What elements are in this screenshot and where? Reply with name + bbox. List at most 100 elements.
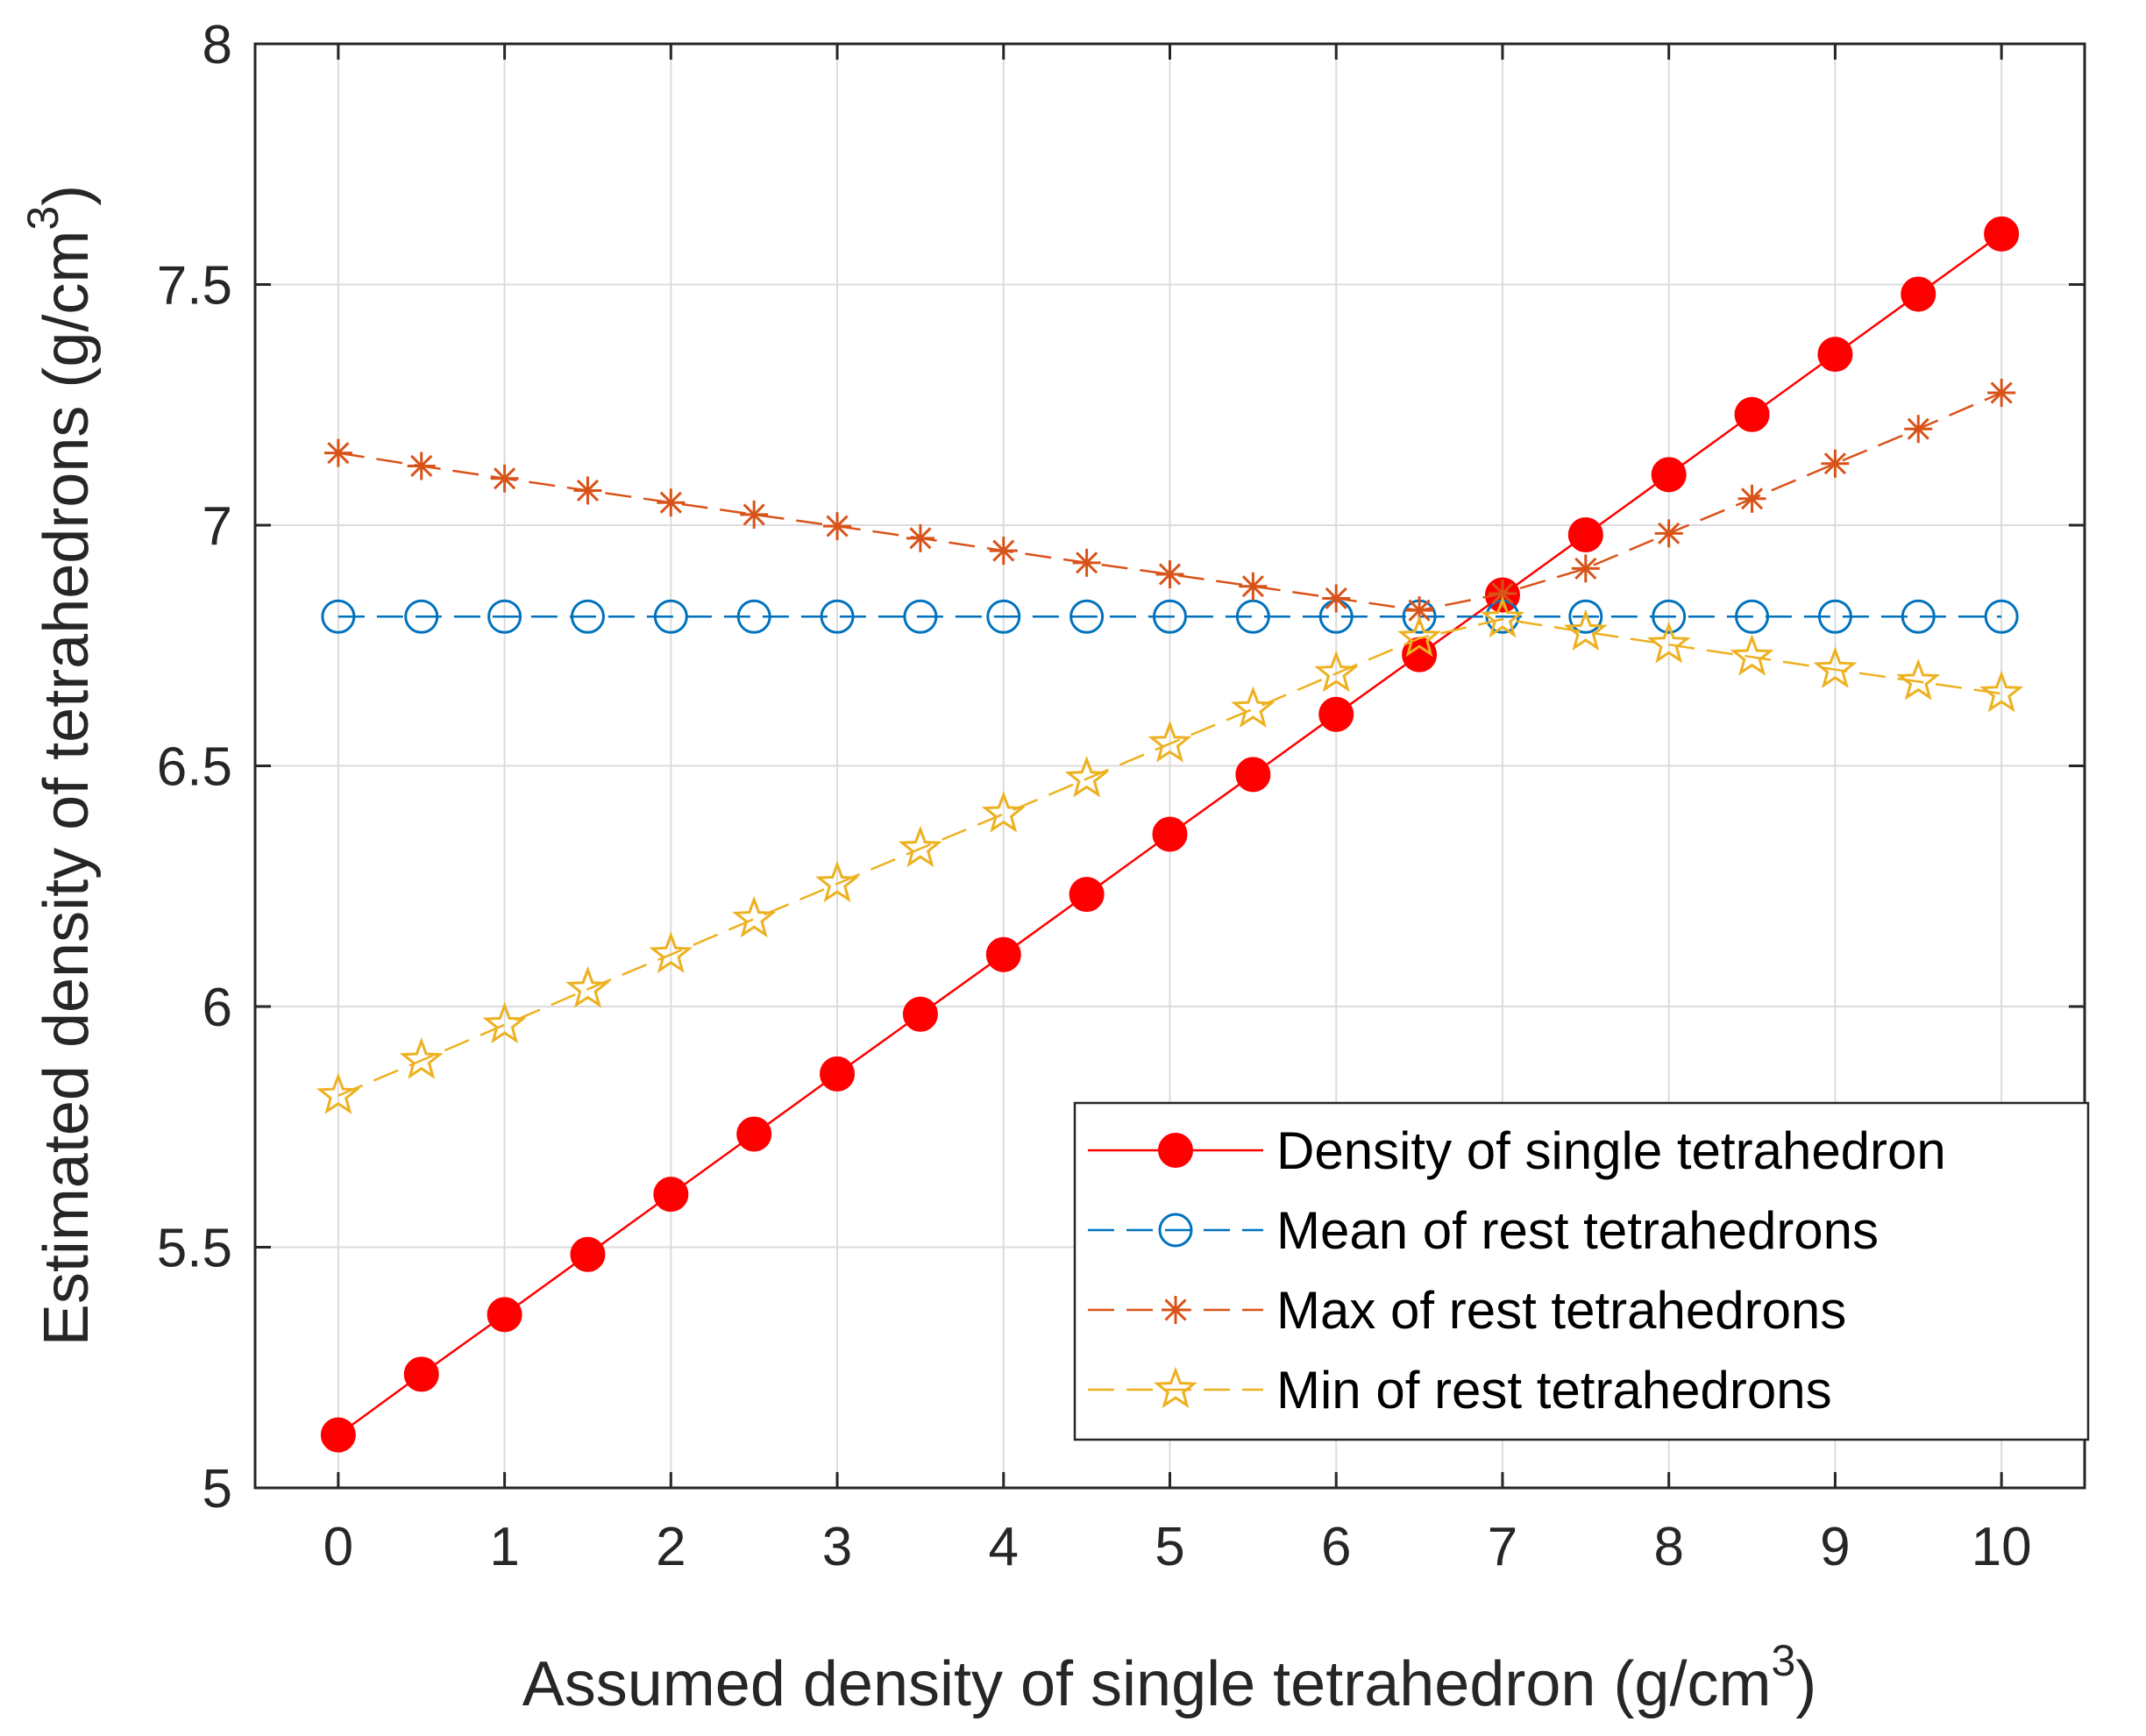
- data-point: [1813, 646, 1858, 688]
- data-point: [1901, 276, 1936, 312]
- x-tick-label: 10: [1972, 1517, 2032, 1577]
- data-point: [1817, 337, 1853, 373]
- legend-box: [1073, 1101, 2090, 1441]
- data-point: [407, 452, 436, 480]
- x-tick-label: 7: [1488, 1517, 1517, 1577]
- axis-ticks: 0 1 2 3 4 5 6 7 8 9 10 5 5.5 6 6.5 7 7.5 8: [157, 15, 2085, 1577]
- y-tick-label: 5: [203, 1459, 232, 1519]
- x-axis-label-superscript: 3: [1771, 1636, 1795, 1685]
- data-point: [1730, 634, 1774, 676]
- data-point: [1155, 559, 1184, 588]
- data-point: [1979, 670, 2024, 713]
- data-point: [487, 1297, 522, 1333]
- x-axis-label: Assumed density of single tetrahedron (g…: [522, 1636, 1817, 1719]
- data-point: [736, 1116, 772, 1152]
- data-point: [1148, 720, 1192, 763]
- data-point: [1318, 696, 1354, 732]
- data-point: [653, 1177, 689, 1213]
- data-point: [1654, 519, 1683, 548]
- data-point: [565, 965, 610, 1008]
- data-point: [320, 1417, 356, 1453]
- data-point: [487, 599, 522, 634]
- y-tick-label: 6: [203, 978, 232, 1038]
- legend-entry-2: Mean of rest tetrahedrons: [1088, 1201, 1879, 1260]
- data-point: [1153, 599, 1187, 634]
- legend-entry-1: Density of single tetrahedron: [1088, 1121, 1946, 1180]
- x-tick-label: 2: [656, 1517, 686, 1577]
- data-point: [1567, 516, 1603, 552]
- data-point: [321, 599, 356, 634]
- data-point: [403, 1356, 439, 1392]
- legend-marker: [1158, 1133, 1193, 1168]
- data-point: [404, 599, 439, 634]
- series-1: [320, 216, 2020, 1453]
- data-point: [1235, 599, 1270, 634]
- data-point: [1571, 554, 1600, 583]
- data-point: [653, 599, 688, 634]
- data-point: [1646, 621, 1691, 664]
- legend-label: Density of single tetrahedron: [1276, 1121, 1946, 1180]
- data-point: [1568, 599, 1603, 634]
- data-point: [981, 791, 1026, 833]
- data-point: [740, 500, 769, 529]
- data-point: [323, 438, 352, 467]
- data-point: [902, 996, 938, 1032]
- data-point: [1322, 584, 1351, 613]
- data-point: [985, 936, 1021, 972]
- data-point: [1987, 379, 2016, 408]
- data-point: [820, 599, 855, 634]
- data-point: [1231, 686, 1276, 728]
- data-point: [490, 464, 519, 493]
- data-point: [573, 476, 602, 505]
- data-point: [570, 599, 605, 634]
- series-layer: [316, 216, 2024, 1453]
- data-point: [1397, 615, 1442, 658]
- series-line: [338, 391, 2002, 612]
- data-point: [1737, 484, 1766, 513]
- legend-marker: [1154, 1366, 1197, 1409]
- y-axis-label-superscript: 3: [18, 206, 68, 231]
- data-point: [986, 599, 1021, 634]
- data-point: [1652, 599, 1687, 634]
- x-axis-label-close: ): [1795, 1649, 1816, 1719]
- y-tick-label: 5.5: [157, 1219, 232, 1279]
- y-tick-label: 7: [203, 496, 232, 557]
- data-point: [1314, 650, 1359, 693]
- data-point: [316, 1072, 360, 1114]
- data-point: [1735, 599, 1770, 634]
- data-point: [815, 860, 860, 903]
- data-point: [736, 599, 771, 634]
- data-point: [1069, 599, 1105, 634]
- data-point: [1901, 599, 1936, 634]
- data-point: [657, 488, 686, 517]
- series-line: [338, 617, 2002, 1097]
- y-tick-label: 8: [203, 15, 232, 75]
- y-axis-label-main: Estimated density of tetrahedrons (g/cm: [32, 231, 102, 1347]
- legend-entry-4: Min of rest tetrahedrons: [1088, 1361, 1832, 1419]
- y-axis-label-close: ): [32, 185, 102, 206]
- x-tick-label: 6: [1321, 1517, 1351, 1577]
- x-tick-label: 9: [1820, 1517, 1850, 1577]
- y-tick-label: 7.5: [157, 256, 232, 317]
- x-tick-label: 8: [1653, 1517, 1683, 1577]
- data-point: [903, 599, 938, 634]
- legend-marker: [1162, 1296, 1190, 1324]
- data-point: [1651, 457, 1687, 493]
- legend-marker: [1158, 1213, 1193, 1248]
- legend: Density of single tetrahedron Mean of res…: [1073, 1101, 2090, 1441]
- data-point: [1239, 572, 1268, 601]
- y-tick-label: 6.5: [157, 737, 232, 798]
- data-point: [1563, 608, 1608, 651]
- x-tick-label: 0: [323, 1517, 353, 1577]
- legend-label: Mean of rest tetrahedrons: [1276, 1201, 1879, 1260]
- data-point: [1152, 816, 1188, 852]
- data-point: [649, 931, 693, 973]
- data-point: [732, 895, 777, 938]
- data-point: [989, 537, 1018, 566]
- data-point: [482, 1001, 527, 1044]
- data-point: [1734, 396, 1770, 432]
- x-tick-label: 4: [989, 1517, 1019, 1577]
- data-point: [1072, 548, 1101, 577]
- data-point: [823, 512, 852, 541]
